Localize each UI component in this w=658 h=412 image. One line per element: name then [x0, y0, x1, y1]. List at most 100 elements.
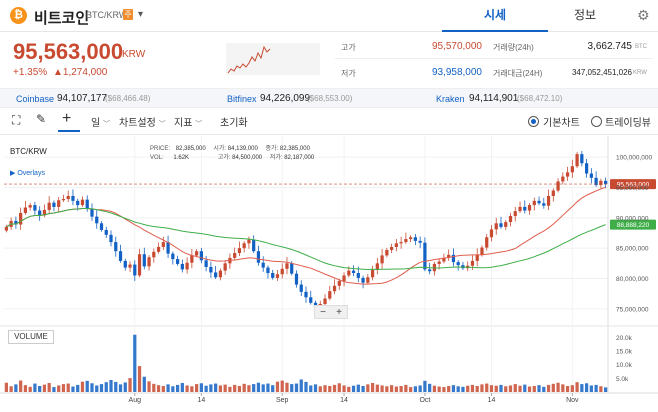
- candle-body: [428, 269, 432, 272]
- exchange-name-kraken[interactable]: Kraken: [436, 94, 465, 104]
- gear-icon[interactable]: ⚙: [637, 7, 650, 23]
- candle-body: [38, 210, 42, 216]
- volume-bar: [466, 385, 470, 392]
- volume-bar: [152, 383, 156, 392]
- interval-label: 일: [91, 118, 101, 129]
- candle-body: [85, 199, 89, 209]
- volume-toggle-button[interactable]: VOLUME: [8, 330, 54, 344]
- volume-bar: [532, 386, 536, 392]
- candle-body: [61, 199, 66, 201]
- volume-bar: [604, 387, 608, 392]
- candlestick-chart[interactable]: 95,563,000 88,888,220 100,000,000 95,000,0…: [0, 136, 658, 407]
- volume-bar: [23, 385, 28, 392]
- candle-body: [542, 203, 546, 206]
- zoom-in-button[interactable]: +: [336, 306, 342, 318]
- volume-bar: [309, 385, 313, 392]
- volume-bar: [28, 386, 32, 392]
- volume-bar: [9, 386, 13, 392]
- volume-bar: [85, 380, 89, 392]
- candle-body: [556, 181, 560, 191]
- candle-body: [252, 239, 256, 252]
- volume-bar: [428, 383, 432, 392]
- volume-bar: [404, 384, 408, 392]
- candle-body: [42, 209, 47, 216]
- exchange-name-coinbase[interactable]: Coinbase: [16, 94, 55, 104]
- indicator-menu[interactable]: 지표 ﹀: [174, 114, 202, 129]
- tab-quote[interactable]: 시세: [442, 0, 548, 32]
- candle-body: [71, 195, 75, 201]
- candle-body: [518, 206, 522, 212]
- volume-bar: [565, 386, 570, 392]
- candle-body: [290, 263, 294, 274]
- interval-select[interactable]: 일 ﹀: [91, 114, 110, 129]
- candle-body: [266, 267, 270, 274]
- chart-settings-menu[interactable]: 차트설정 ﹀: [119, 114, 166, 129]
- tradingview-radio[interactable]: [591, 116, 602, 127]
- candle-body: [161, 242, 165, 247]
- basic-chart-radio[interactable]: [528, 116, 539, 127]
- price-chart[interactable]: 95,563,000 88,888,220 100,000,000 95,000,0…: [0, 136, 658, 407]
- basic-chart-label[interactable]: 기본차트: [543, 118, 580, 129]
- amount-24h-unit: KRW: [633, 70, 647, 76]
- volume-bar: [38, 386, 42, 392]
- volume-bar: [214, 383, 218, 392]
- ohlc-high-label: 고가:: [217, 155, 231, 161]
- volume-bar: [14, 384, 18, 392]
- tab-info[interactable]: 정보: [573, 8, 597, 22]
- candle-body: [456, 262, 460, 266]
- volume-bar: [399, 386, 403, 392]
- candle-body: [347, 270, 351, 276]
- volume-bar: [175, 384, 180, 392]
- crosshair-icon[interactable]: +: [62, 110, 72, 127]
- candle-body: [90, 208, 94, 217]
- volume-bar: [47, 383, 51, 392]
- candle-body: [561, 176, 565, 182]
- coin-dropdown-icon[interactable]: ▾: [138, 9, 144, 20]
- volume-bar: [204, 385, 208, 392]
- candle-body: [551, 190, 555, 196]
- tradingview-label[interactable]: 트레이딩뷰: [605, 118, 651, 129]
- draw-pencil-icon[interactable]: ✎: [36, 112, 47, 126]
- long-moving-average-line: [6, 208, 606, 271]
- reset-button[interactable]: 초기화: [220, 118, 248, 129]
- coin-name[interactable]: 비트코인: [34, 10, 90, 27]
- volume-bar: [233, 384, 237, 392]
- volume-bar: [527, 386, 532, 392]
- volume-bar: [513, 384, 517, 392]
- volume-bar: [66, 383, 70, 392]
- ohlc-price-value: 82,385,000: [175, 146, 206, 152]
- volume-bar: [57, 385, 61, 392]
- candle-body: [527, 205, 532, 211]
- exchange-price-kraken: 94,114,901: [469, 93, 519, 104]
- candle-body: [570, 166, 574, 173]
- price-tick-label: 85,000,000: [616, 246, 649, 253]
- candle-body: [404, 239, 408, 243]
- ohlc-vol-value: 1.62K: [173, 155, 190, 161]
- volume-bar: [185, 385, 189, 392]
- overlays-toggle[interactable]: ▶ Overlays: [10, 170, 45, 177]
- candle-body: [285, 263, 289, 269]
- candle-body: [480, 247, 484, 255]
- volume-bar: [252, 384, 256, 392]
- candle-body: [366, 277, 370, 283]
- volume-bar: [485, 383, 489, 392]
- volume-tick-label: 5.0k: [616, 376, 629, 383]
- current-price-tag: [610, 179, 656, 190]
- volume-bar: [570, 385, 574, 392]
- candle-body: [294, 273, 299, 285]
- volume-bar: [584, 383, 589, 392]
- fullscreen-icon[interactable]: ⛶: [12, 113, 21, 127]
- volume-bar: [447, 386, 451, 392]
- price-tick-label: 80,000,000: [616, 276, 649, 283]
- candle-body: [23, 207, 28, 213]
- zoom-out-button[interactable]: −: [320, 306, 326, 318]
- low-value: 93,958,000: [431, 67, 482, 78]
- volume-bar: [318, 386, 322, 392]
- volume-bar: [266, 383, 270, 392]
- candle-body: [380, 255, 384, 264]
- candle-body: [437, 261, 441, 264]
- volume-bar: [494, 385, 498, 392]
- exchange-name-bitfinex[interactable]: Bitfinex: [227, 94, 257, 104]
- chart-settings-label: 차트설정: [119, 118, 156, 129]
- candle-body: [80, 199, 85, 206]
